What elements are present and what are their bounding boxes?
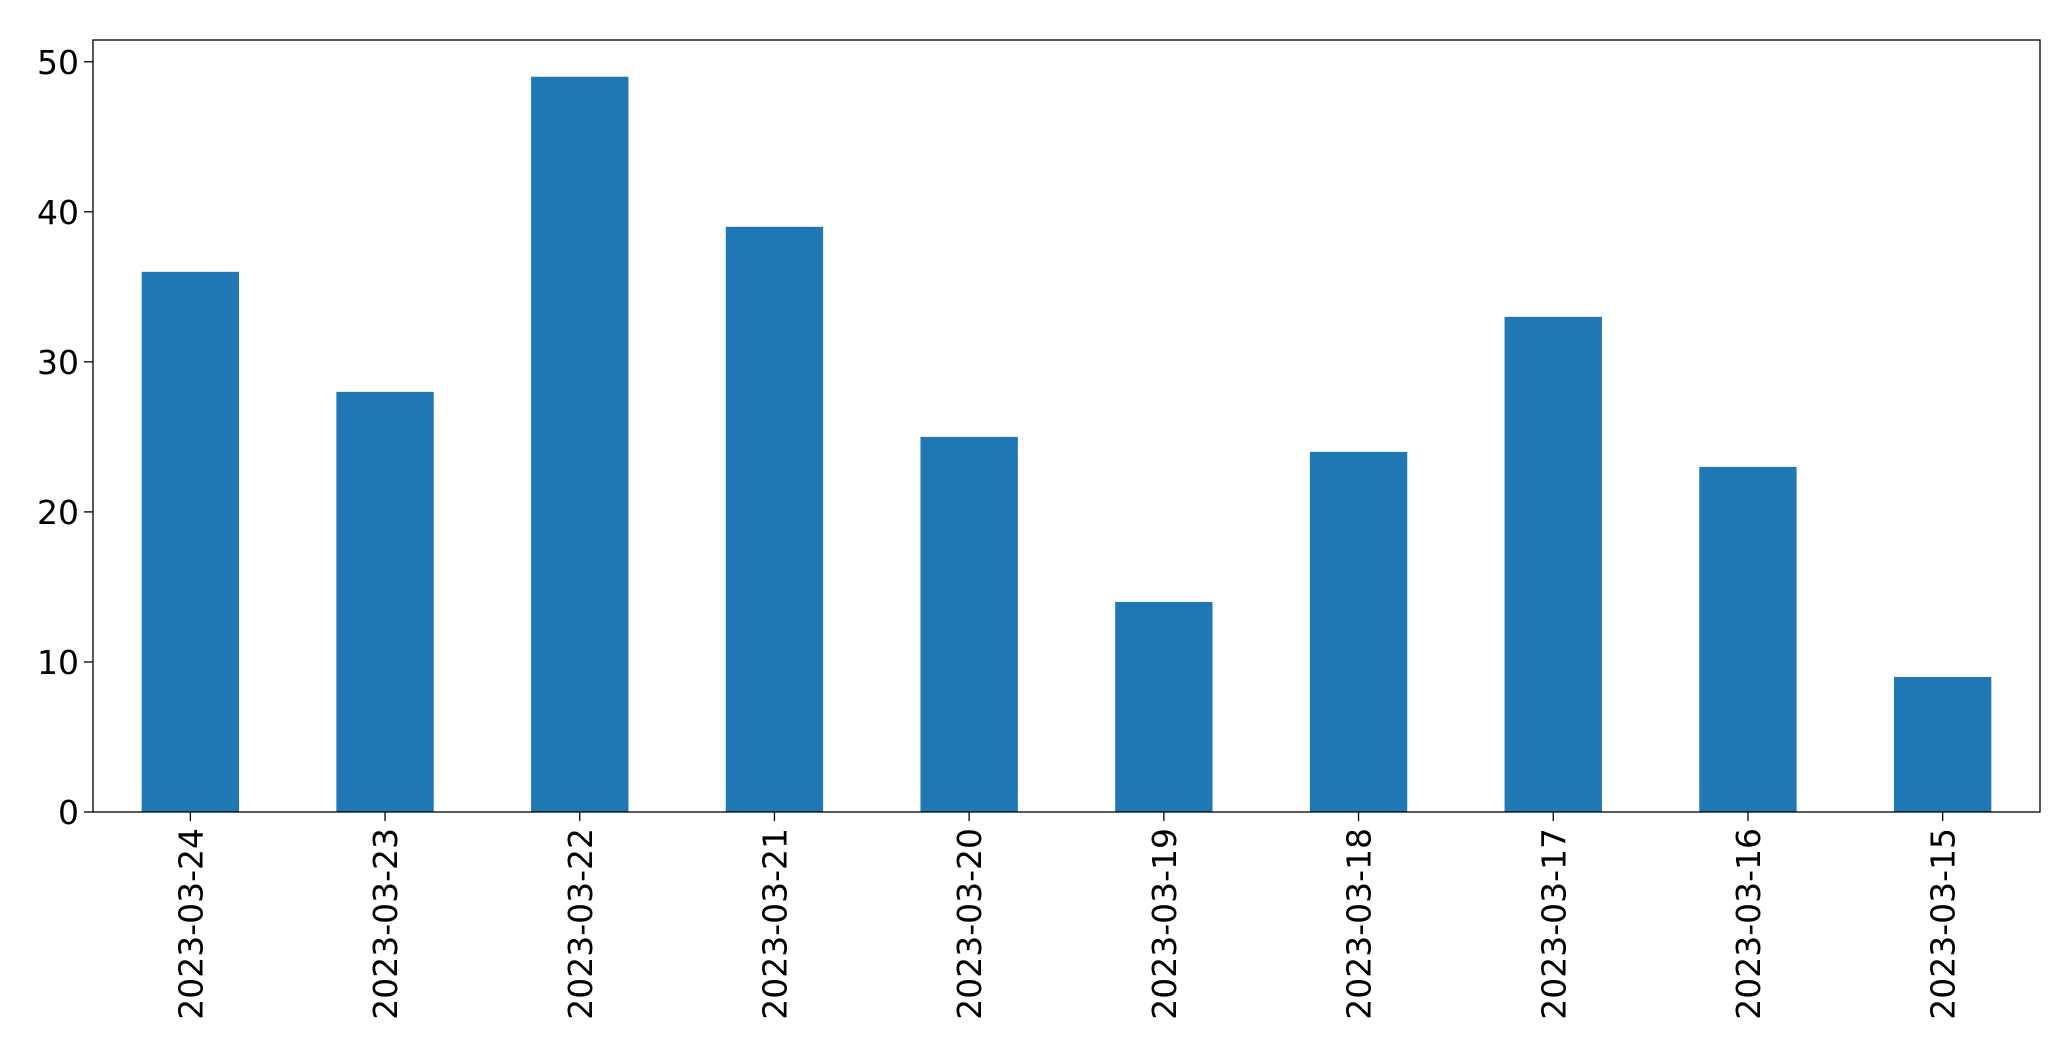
x-tick-label: 2023-03-21 bbox=[755, 828, 794, 1020]
y-tick-label: 20 bbox=[37, 493, 79, 532]
x-tick-label: 2023-03-20 bbox=[950, 828, 989, 1020]
bar bbox=[1893, 676, 1992, 812]
bar bbox=[1115, 601, 1213, 812]
x-tick-label: 2023-03-18 bbox=[1340, 828, 1379, 1020]
y-tick-label: 30 bbox=[37, 343, 79, 382]
bar bbox=[1699, 466, 1797, 812]
x-tick-label: 2023-03-15 bbox=[1924, 828, 1963, 1020]
bar bbox=[725, 226, 824, 813]
y-tick-label: 40 bbox=[37, 193, 79, 232]
bar bbox=[531, 76, 629, 812]
bar bbox=[1309, 451, 1408, 812]
bar bbox=[336, 391, 434, 812]
y-tick-label: 50 bbox=[37, 43, 79, 82]
y-tick-label: 0 bbox=[58, 793, 79, 832]
x-tick-label: 2023-03-23 bbox=[366, 828, 405, 1020]
plot-frame bbox=[92, 39, 2041, 813]
x-tick-label: 2023-03-22 bbox=[561, 828, 600, 1020]
x-tick-label: 2023-03-16 bbox=[1729, 828, 1768, 1020]
x-tick-label: 2023-03-19 bbox=[1145, 828, 1184, 1020]
y-tick-label: 10 bbox=[37, 643, 79, 682]
bar bbox=[141, 271, 240, 812]
bar bbox=[920, 436, 1018, 812]
x-tick-label: 2023-03-17 bbox=[1534, 828, 1573, 1020]
x-tick-label: 2023-03-24 bbox=[171, 828, 210, 1020]
bar bbox=[1504, 316, 1602, 812]
